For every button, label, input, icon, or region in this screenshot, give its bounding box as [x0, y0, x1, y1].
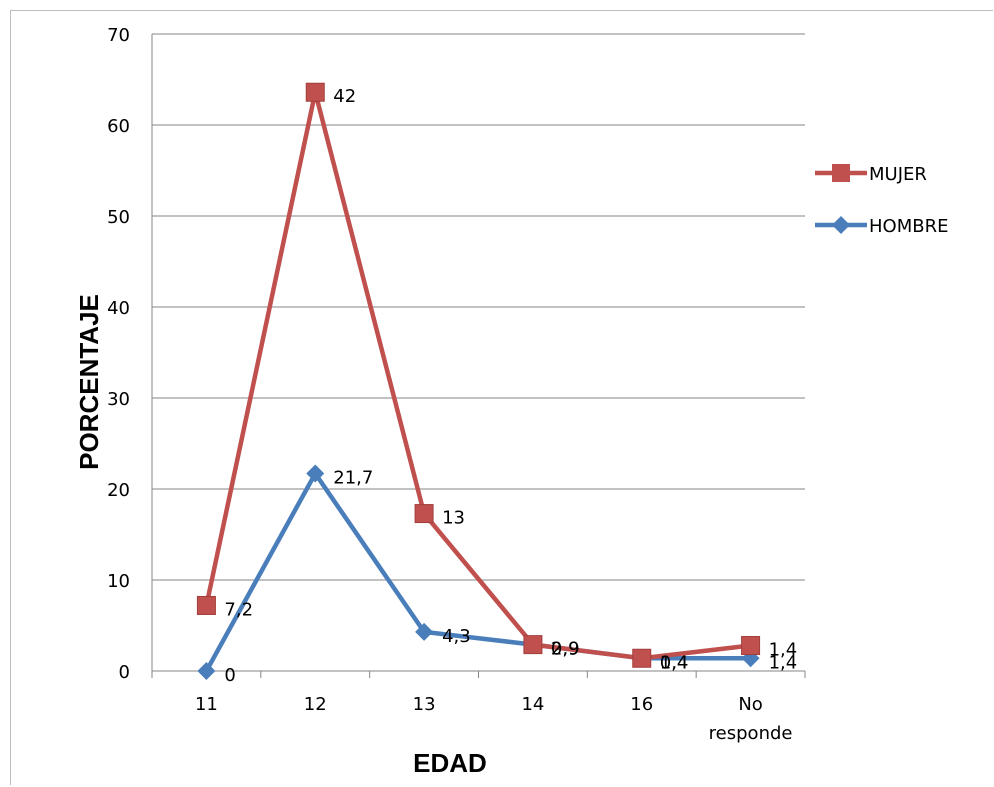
- legend-marker-diamond: [832, 216, 850, 234]
- x-tick-label: 12: [304, 694, 327, 715]
- legend-marker-square: [832, 164, 850, 182]
- x-tick-label: 14: [521, 694, 544, 715]
- data-label-mujer: 7,2: [224, 599, 253, 620]
- marker-hombre: [415, 622, 434, 641]
- x-tick-label: No responde: [709, 694, 793, 744]
- marker-mujer: [414, 504, 434, 524]
- y-tick-label: 60: [107, 116, 130, 137]
- marker-mujer: [741, 636, 761, 656]
- data-label-hombre: 0: [224, 665, 235, 686]
- data-label-mujer: 2,9: [551, 639, 580, 660]
- marker-hombre: [197, 662, 216, 680]
- data-label-mujer: 1,4: [769, 640, 798, 661]
- series-lines: [204, 89, 751, 673]
- data-label-hombre: 21,7: [333, 468, 373, 489]
- series-markers: [196, 82, 761, 680]
- y-axis: 0 10 20 30 40 50 60 70: [107, 25, 153, 683]
- x-axis: 11 12 13 14 16 No responde: [151, 670, 806, 744]
- marker-mujer: [305, 82, 325, 102]
- marker-mujer: [632, 648, 652, 668]
- marker-mujer: [196, 595, 216, 615]
- y-tick-label: 0: [119, 662, 130, 683]
- y-tick-label: 10: [107, 571, 130, 592]
- series-line-mujer: [204, 89, 751, 661]
- data-label-hombre: 1,4: [769, 652, 798, 673]
- marker-hombre: [306, 464, 325, 483]
- y-tick-label: 20: [107, 480, 130, 501]
- legend-label: MUJER: [869, 164, 927, 185]
- y-tick-label: 40: [107, 298, 130, 319]
- gridlines: [152, 33, 805, 672]
- x-tick-label: 13: [413, 694, 436, 715]
- x-axis-title: EDAD: [413, 748, 487, 778]
- chart-frame: [10, 10, 993, 785]
- y-tick-label: 50: [107, 207, 130, 228]
- data-label-hombre: 0,4: [660, 652, 689, 673]
- x-tick-label: 11: [195, 694, 218, 715]
- legend: MUJER HOMBRE: [815, 164, 948, 237]
- data-label-mujer: 1,4: [660, 652, 689, 673]
- data-label-mujer: 13: [442, 508, 465, 529]
- series-line-hombre: [204, 471, 751, 673]
- x-tick-label: 16: [630, 694, 653, 715]
- y-tick-label: 30: [107, 389, 130, 410]
- data-label-hombre: 4,3: [442, 626, 471, 647]
- y-axis-title: PORCENTAJE: [74, 294, 104, 470]
- data-label-mujer: 42: [333, 86, 356, 107]
- data-label-hombre: 0,9: [551, 639, 580, 660]
- y-tick-label: 70: [107, 25, 130, 46]
- legend-label: HOMBRE: [869, 216, 948, 237]
- marker-mujer: [523, 635, 543, 655]
